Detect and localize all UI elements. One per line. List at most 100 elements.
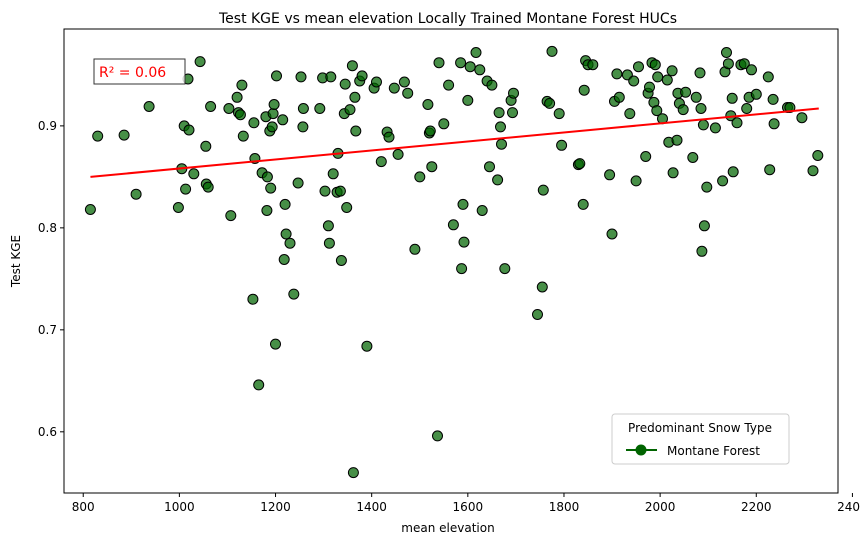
data-point <box>726 92 738 104</box>
y-tick-label: 0.6 <box>38 425 57 439</box>
data-point <box>587 59 599 71</box>
data-point <box>424 125 436 137</box>
plot-area <box>84 45 824 479</box>
data-point <box>624 108 636 120</box>
data-point <box>697 119 709 131</box>
data-point <box>253 379 265 391</box>
x-tick-label: 1800 <box>549 500 580 514</box>
annotation-text: R² = 0.06 <box>99 65 166 81</box>
data-point <box>667 167 679 179</box>
x-axis-label: mean elevation <box>401 521 494 535</box>
data-point <box>266 121 278 133</box>
data-point <box>247 293 259 305</box>
data-point <box>731 117 743 129</box>
data-point <box>486 79 498 91</box>
data-point <box>278 254 290 265</box>
data-point <box>784 102 796 113</box>
data-point <box>537 184 549 196</box>
data-point <box>611 68 623 80</box>
data-point <box>327 168 339 180</box>
data-point <box>671 134 683 146</box>
data-point <box>295 71 307 83</box>
data-point <box>495 121 506 133</box>
data-point <box>574 158 586 170</box>
data-point <box>339 78 351 90</box>
data-point <box>288 288 300 300</box>
x-tick-label: 2000 <box>645 500 676 514</box>
data-point <box>344 104 356 116</box>
data-point <box>447 219 459 231</box>
y-tick-label: 0.7 <box>38 323 57 337</box>
data-point <box>361 340 373 352</box>
data-point <box>279 198 291 210</box>
data-point <box>499 263 511 275</box>
data-point <box>633 61 644 73</box>
data-point <box>507 107 518 119</box>
data-point <box>628 75 640 87</box>
data-point <box>768 118 780 130</box>
data-point <box>698 220 710 232</box>
data-point <box>422 99 434 110</box>
data-point <box>553 108 565 120</box>
data-point <box>695 103 707 114</box>
data-point <box>457 198 469 210</box>
data-point <box>398 76 410 88</box>
data-point <box>738 58 750 70</box>
data-point <box>493 107 505 119</box>
y-axis-label: Test KGE <box>9 235 23 288</box>
data-point <box>812 150 824 161</box>
data-point <box>690 91 702 103</box>
data-point <box>750 88 762 100</box>
x-tick-label: 2200 <box>741 500 772 514</box>
data-point <box>762 71 774 83</box>
data-point <box>265 182 277 194</box>
data-point <box>458 236 470 248</box>
data-point <box>409 243 421 255</box>
data-point <box>236 79 248 91</box>
data-point <box>392 148 404 160</box>
data-point <box>536 281 548 293</box>
data-point <box>202 181 214 193</box>
y-tick-label: 0.9 <box>38 119 57 133</box>
data-point <box>455 57 467 69</box>
data-point <box>414 171 426 183</box>
data-point <box>371 76 382 88</box>
data-point <box>426 161 438 173</box>
data-point <box>432 430 443 442</box>
data-point <box>143 101 155 112</box>
data-point <box>231 91 243 103</box>
data-point <box>388 82 400 94</box>
data-point <box>237 130 249 142</box>
annotation-box <box>93 58 186 85</box>
data-point <box>280 228 292 240</box>
data-point <box>680 86 692 98</box>
data-point <box>652 71 664 83</box>
data-point <box>438 118 450 130</box>
data-point <box>261 171 273 183</box>
data-point <box>356 70 368 82</box>
data-point <box>687 152 699 163</box>
data-point <box>172 202 184 213</box>
data-point <box>484 161 495 173</box>
data-point <box>297 121 309 133</box>
data-point <box>180 183 192 195</box>
legend-title: Predominant Snow Type <box>628 421 772 435</box>
data-point <box>717 175 729 187</box>
data-point <box>341 202 353 213</box>
legend-box <box>611 413 790 465</box>
data-point <box>464 61 476 73</box>
data-point <box>470 47 482 58</box>
data-point <box>234 109 246 121</box>
data-point <box>188 168 200 180</box>
data-point <box>270 338 281 350</box>
x-tick-label: 1400 <box>356 500 387 514</box>
data-point <box>722 58 734 70</box>
trend-line <box>90 107 819 178</box>
data-point <box>701 181 713 193</box>
plot-frame <box>63 28 839 494</box>
data-point <box>223 103 235 114</box>
data-point <box>746 64 757 76</box>
data-point <box>492 174 504 186</box>
data-point <box>604 169 616 181</box>
